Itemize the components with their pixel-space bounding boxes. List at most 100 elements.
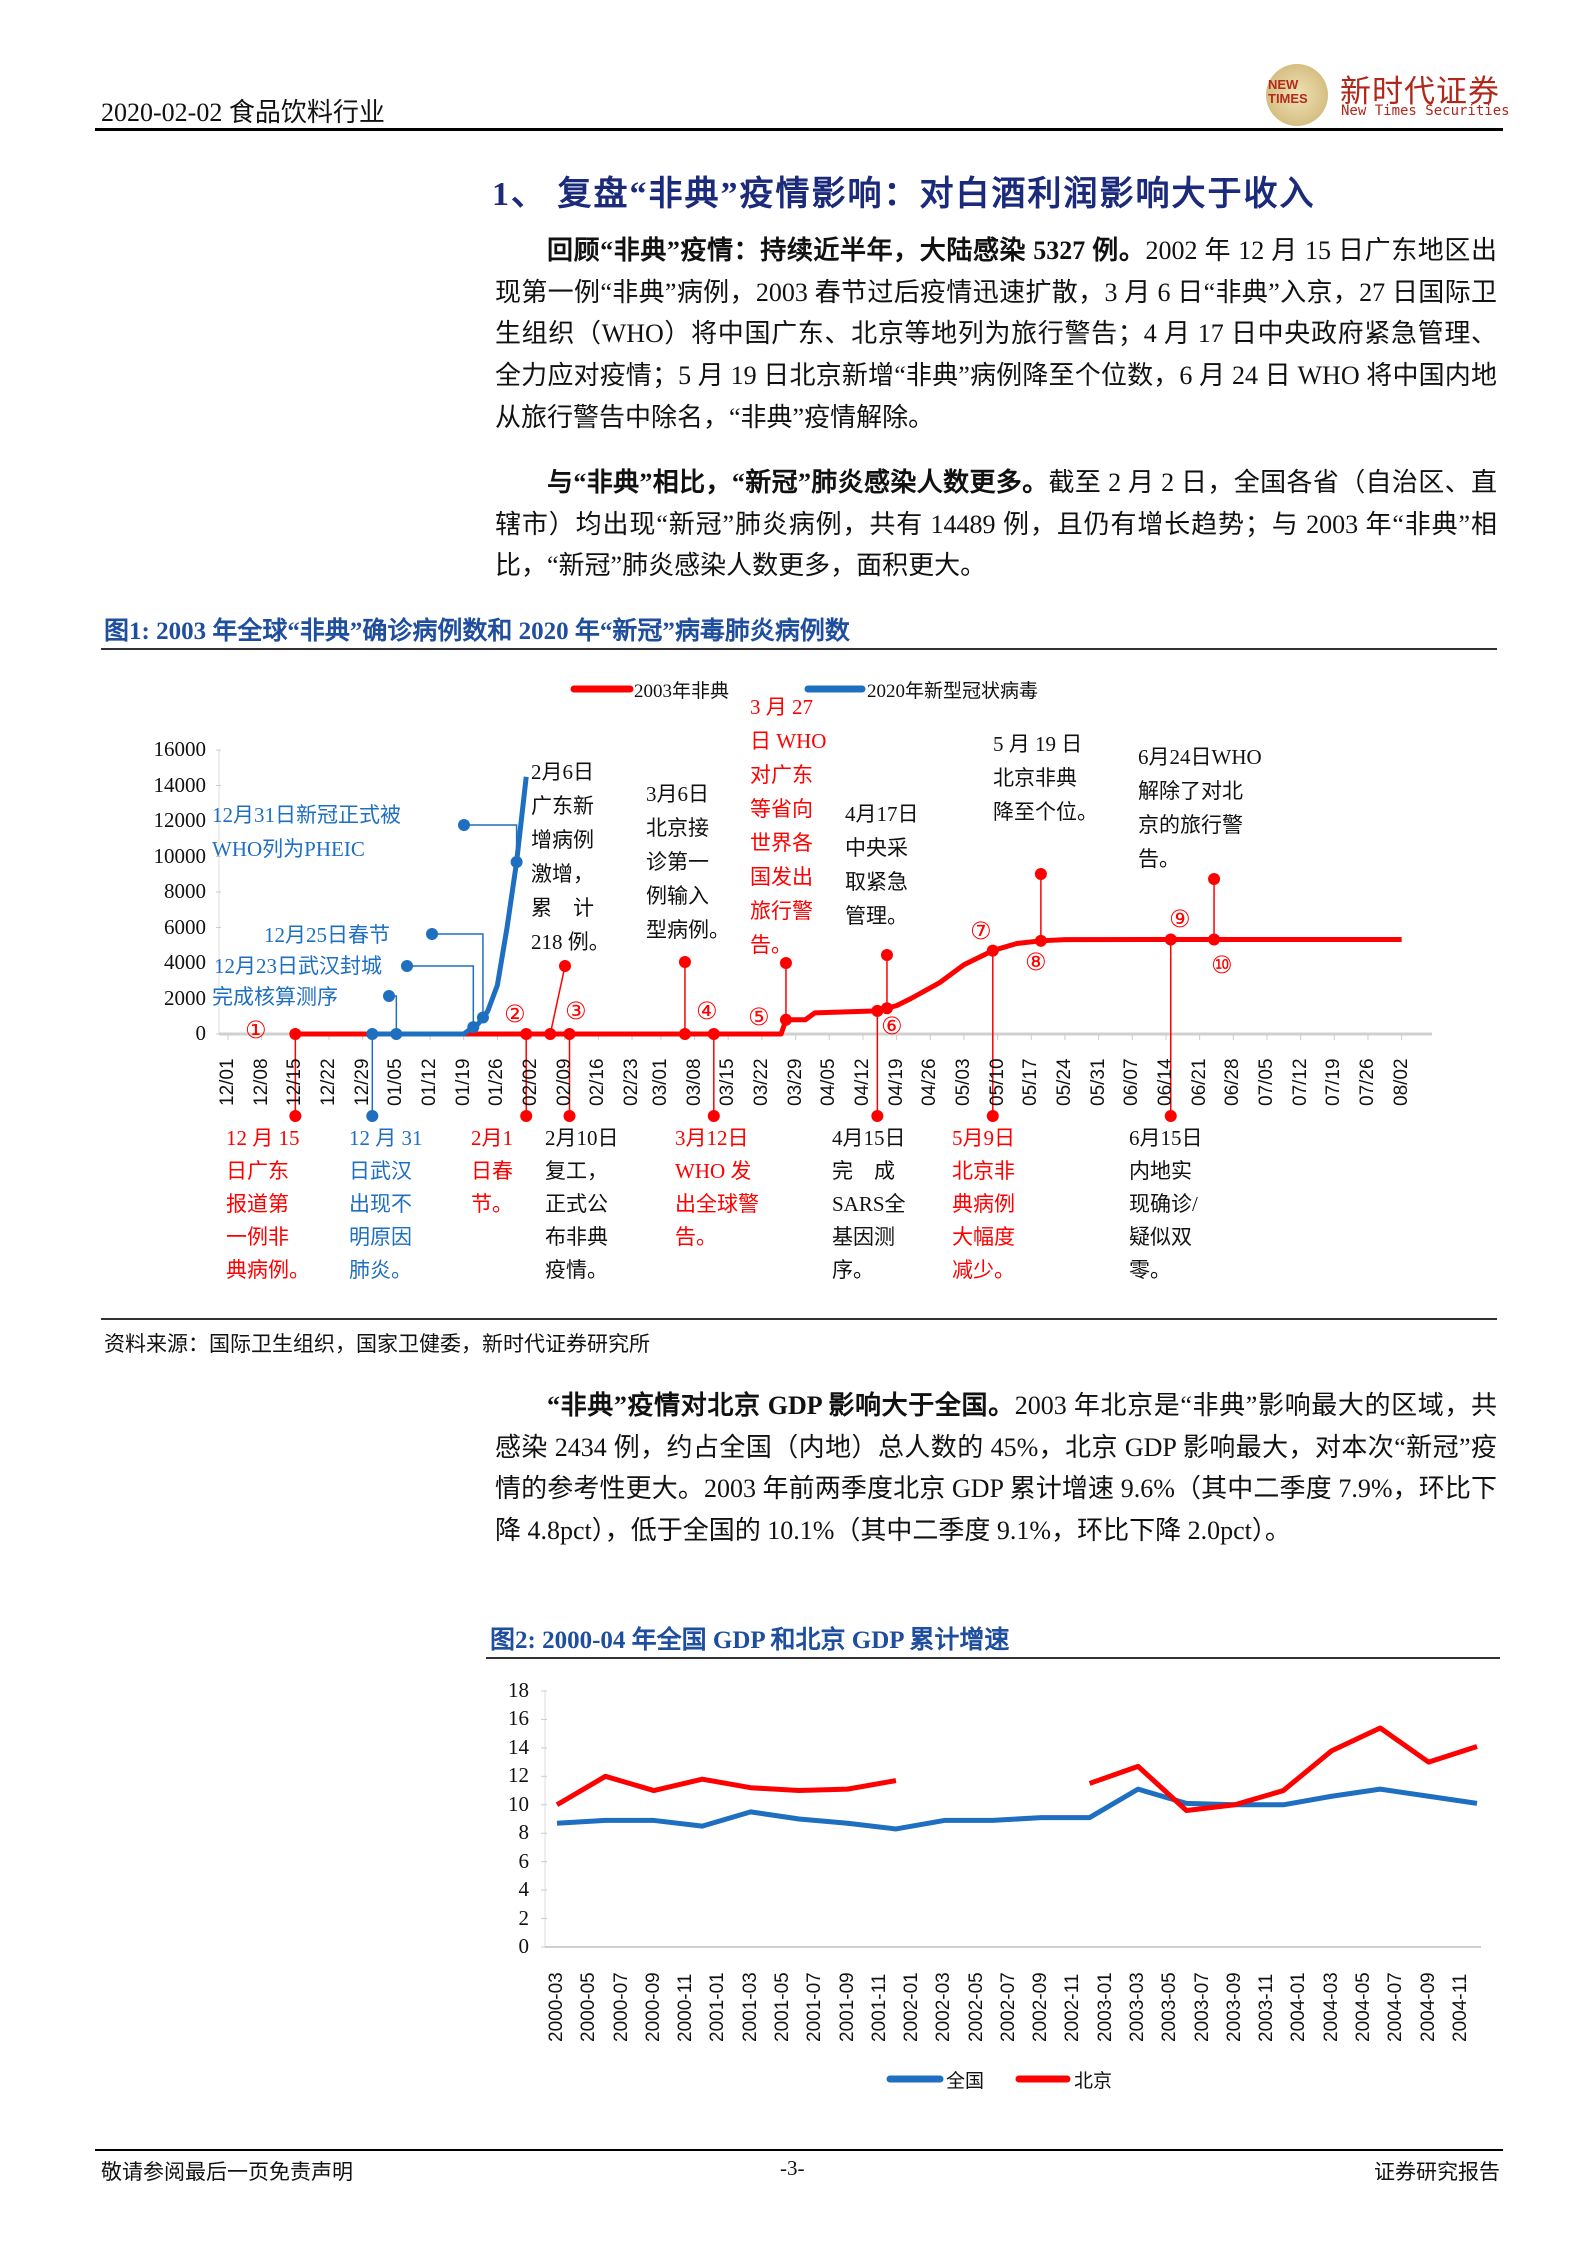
y-tick-label: 12 bbox=[508, 1763, 529, 1788]
event-jun15-dot bbox=[1164, 933, 1177, 946]
event-mar12-dot bbox=[707, 1028, 720, 1040]
series-line-national bbox=[556, 1786, 1478, 1832]
x-tick-label: 2004-07 bbox=[1385, 1972, 1407, 2042]
x-tick-label: 04/05 bbox=[818, 1058, 840, 1106]
x-tick-label: 02/09 bbox=[553, 1058, 575, 1106]
marker-8: ⑧ bbox=[1025, 948, 1047, 976]
x-tick-label: 07/12 bbox=[1289, 1058, 1311, 1106]
y-tick-label: 14 bbox=[508, 1734, 529, 1759]
brand-name-cn: 新时代证券 bbox=[1340, 74, 1500, 109]
event-lockdown-end-dot bbox=[401, 960, 413, 972]
annotation-pheic: 12月31日新冠正式被 WHO列为PHEIC bbox=[212, 803, 401, 861]
paragraph-body: 2003 年北京是“非典”影响最大的区域，共感染 2434 例，约占全国（内地）… bbox=[495, 1391, 1497, 1546]
annotation-mar12: 3月12日 WHO 发 出全球警 告。 bbox=[675, 1126, 759, 1249]
x-tick-label: 2000-07 bbox=[610, 1972, 632, 2042]
figure1-bottom-rule bbox=[101, 1318, 1497, 1320]
x-tick-label: 05/17 bbox=[1020, 1058, 1042, 1106]
header-date-industry: 2020-02-02 食品饮料行业 bbox=[101, 98, 385, 127]
annotation-dec15: 12 月 15 日广东 报道第 一例非 典病例。 bbox=[226, 1126, 310, 1282]
x-tick-label: 06/07 bbox=[1121, 1058, 1143, 1106]
annotation-dec31: 12 月 31 日武汉 出现不 明原因 肺炎。 bbox=[349, 1126, 423, 1282]
paragraph-lead: 与“非典”相比，“新冠”肺炎感染人数更多。 bbox=[547, 468, 1049, 497]
event-feb1-dot bbox=[520, 1028, 533, 1040]
y-tick-label: 8 bbox=[518, 1820, 530, 1845]
annotation-feb10: 2月10日 复工， 正式公 布非典 疫情。 bbox=[545, 1126, 619, 1282]
x-tick-label: 06/28 bbox=[1222, 1058, 1244, 1106]
x-tick-label: 2001-11 bbox=[868, 1973, 890, 2042]
event-feb10-dot bbox=[563, 1028, 576, 1040]
x-tick-label: 03/15 bbox=[717, 1058, 739, 1106]
annotation-feb6: 2月6日 广东新 增病例 激增， 累 计 218 例。 bbox=[531, 760, 610, 954]
x-tick-label: 2000-09 bbox=[642, 1972, 664, 2042]
x-tick-label: 2000-05 bbox=[578, 1972, 600, 2042]
x-tick-label: 2000-11 bbox=[675, 1973, 697, 2042]
legend-label-sars: 2003年非典 bbox=[634, 681, 730, 702]
series-line-covid bbox=[372, 776, 529, 1037]
x-tick-label: 2004-01 bbox=[1288, 1972, 1310, 2042]
annotation-wuhan-lockdown: 12月23日武汉封城 bbox=[214, 954, 382, 978]
paragraph-body: 2002 年 12 月 15 日广东地区出现第一例“非典”病例，2003 春节过… bbox=[495, 236, 1497, 432]
event-may9-dot bbox=[986, 944, 999, 957]
x-tick-label: 2003-07 bbox=[1191, 1972, 1213, 2042]
event-jun15-end-dot bbox=[1164, 1110, 1177, 1122]
event-may19-end-dot bbox=[1034, 868, 1047, 880]
event-dec31-dot bbox=[366, 1028, 379, 1040]
x-tick-label: 2001-01 bbox=[707, 1972, 729, 2042]
event-mar12-end-dot bbox=[707, 1110, 720, 1122]
figure1-top-rule bbox=[101, 648, 1497, 650]
x-tick-label: 02/16 bbox=[587, 1058, 609, 1106]
y-tick-label: 6000 bbox=[164, 914, 206, 939]
y-tick-label: 10 bbox=[508, 1791, 529, 1816]
x-tick-label: 2004-05 bbox=[1353, 1972, 1375, 2042]
y-tick-label: 16 bbox=[508, 1706, 529, 1731]
x-tick-label: 02/23 bbox=[621, 1058, 643, 1106]
marker-10: ⑩ bbox=[1211, 951, 1233, 979]
legend-label-covid: 2020年新型冠状病毒 bbox=[867, 681, 1039, 702]
x-tick-label: 07/26 bbox=[1356, 1058, 1378, 1106]
y-tick-label: 4000 bbox=[164, 950, 206, 974]
series-line-sars bbox=[295, 936, 1402, 1037]
annotation-sequencing: 完成核算测序 bbox=[212, 985, 338, 1009]
y-tick-label: 6 bbox=[518, 1848, 530, 1873]
x-tick-label: 2002-07 bbox=[997, 1972, 1019, 2042]
x-tick-label: 2003-03 bbox=[1127, 1972, 1149, 2042]
x-tick-label: 05/10 bbox=[986, 1058, 1008, 1106]
x-tick-label: 12/22 bbox=[318, 1058, 339, 1106]
event-mar6-dot bbox=[678, 1028, 691, 1040]
event-apr15-dot bbox=[871, 1004, 884, 1017]
y-tick-label: 8000 bbox=[164, 879, 206, 903]
event-apr17-end-dot bbox=[880, 949, 893, 961]
x-tick-label: 2004-11 bbox=[1449, 1973, 1471, 2042]
x-tick-label: 2003-09 bbox=[1223, 1972, 1245, 2042]
marker-6: ⑥ bbox=[881, 1012, 903, 1040]
x-tick-label: 08/02 bbox=[1390, 1058, 1412, 1106]
paragraph-lead: “非典”疫情对北京 GDP 影响大于全国。 bbox=[547, 1391, 1015, 1420]
brand-logo: NEW TIMES bbox=[1266, 64, 1328, 126]
event-dec15-end-dot bbox=[289, 1110, 302, 1122]
footer-disclaimer[interactable]: 敬请参阅最后一页免责声明 bbox=[101, 2160, 353, 2184]
x-tick-label: 2002-05 bbox=[965, 1972, 987, 2042]
figure2-caption: 图2: 2000-04 年全国 GDP 和北京 GDP 累计增速 bbox=[490, 1627, 1010, 1654]
event-pheic-leader bbox=[464, 824, 518, 862]
figure1-caption: 图1: 2003 年全球“非典”确诊病例数和 2020 年“新冠”病毒肺炎病例数 bbox=[104, 618, 850, 645]
annotation-mar6: 3月6日 北京接 诊第一 例输入 型病例。 bbox=[646, 782, 730, 942]
x-tick-label: 2002-09 bbox=[1030, 1972, 1052, 2042]
annotation-may19: 5 月 19 日 北京非典 降至个位。 bbox=[993, 732, 1098, 824]
event-sequencing-end-dot bbox=[383, 990, 395, 1002]
event-apr15-end-dot bbox=[871, 1110, 884, 1122]
annotation-apr17: 4月17日 中央采 取紧急 管理。 bbox=[845, 802, 919, 928]
annotation-mar27: 3 月 27 日 WHO 对广东 等省向 世界各 国发出 旅行警 告。 bbox=[750, 695, 827, 957]
marker-4: ④ bbox=[696, 997, 718, 1025]
event-lockdown-dot bbox=[467, 1021, 480, 1034]
x-tick-label: 12/08 bbox=[250, 1058, 272, 1106]
x-tick-label: 05/24 bbox=[1053, 1058, 1075, 1106]
x-tick-label: 2003-01 bbox=[1094, 1972, 1116, 2042]
paragraph-lead: 回顾“非典”疫情：持续近半年，大陆感染 5327 例。 bbox=[547, 236, 1146, 265]
event-dec31-end-dot bbox=[366, 1110, 379, 1122]
marker-5: ⑤ bbox=[748, 1003, 770, 1031]
event-mar27-end-dot bbox=[779, 957, 792, 969]
x-tick-label: 2003-05 bbox=[1159, 1972, 1181, 2042]
x-tick-label: 12/15 bbox=[284, 1058, 306, 1106]
annotation-apr15: 4月15日 完 成 SARS全 基因测 序。 bbox=[832, 1126, 906, 1282]
annotation-feb1: 2月1 日春 节。 bbox=[471, 1126, 513, 1216]
